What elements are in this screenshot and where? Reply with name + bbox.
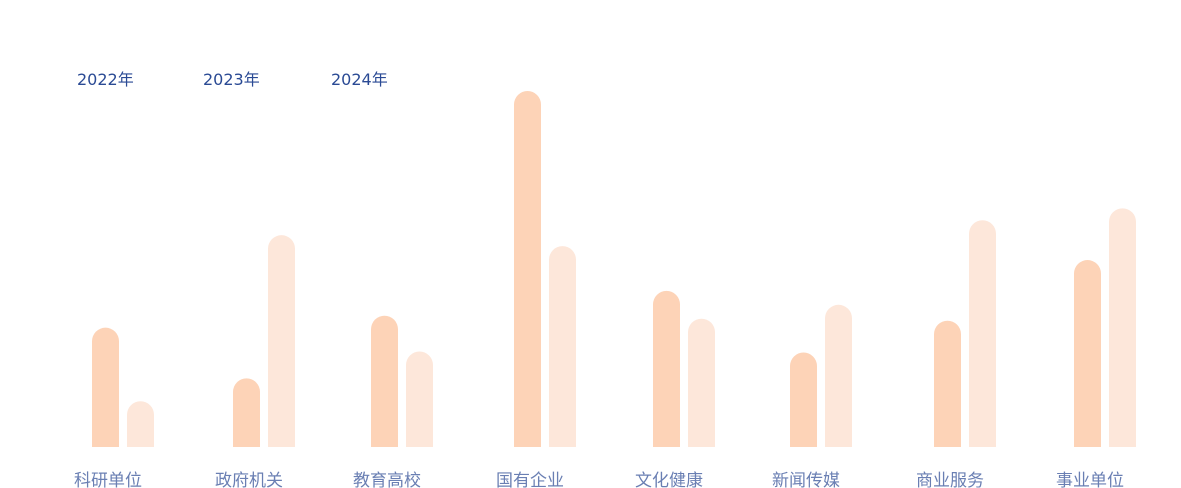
bar-series1-7 xyxy=(934,320,961,447)
category-label: 科研单位 xyxy=(74,471,142,488)
bar-series2-4 xyxy=(549,246,576,447)
bar-series1-2 xyxy=(233,378,260,447)
bar-series1-6 xyxy=(790,352,817,447)
bar-series1-3 xyxy=(371,315,398,447)
category-label: 国有企业 xyxy=(496,471,564,488)
legend-item-2023: 2023年 xyxy=(203,70,260,89)
bar-series1-4 xyxy=(514,90,541,447)
legend-item-2022: 2022年 xyxy=(77,70,134,89)
category-label: 政府机关 xyxy=(215,471,283,488)
category-label: 新闻传媒 xyxy=(772,471,840,488)
bar-series1-1 xyxy=(92,327,119,447)
bar-series1-5 xyxy=(653,290,680,447)
bar-series2-7 xyxy=(969,220,996,447)
legend-item-2024: 2024年 xyxy=(331,70,388,89)
category-label: 教育高校 xyxy=(353,471,421,488)
category-label: 事业单位 xyxy=(1056,471,1124,488)
category-label: 文化健康 xyxy=(635,471,703,488)
bar-series2-1 xyxy=(127,401,154,447)
bar-series2-6 xyxy=(825,304,852,447)
bar-series1-8 xyxy=(1074,260,1101,447)
bar-series2-3 xyxy=(406,351,433,447)
bar-series2-2 xyxy=(268,235,295,447)
bar-series2-8 xyxy=(1109,208,1136,447)
bar-series2-5 xyxy=(688,318,715,447)
category-label: 商业服务 xyxy=(916,471,984,488)
